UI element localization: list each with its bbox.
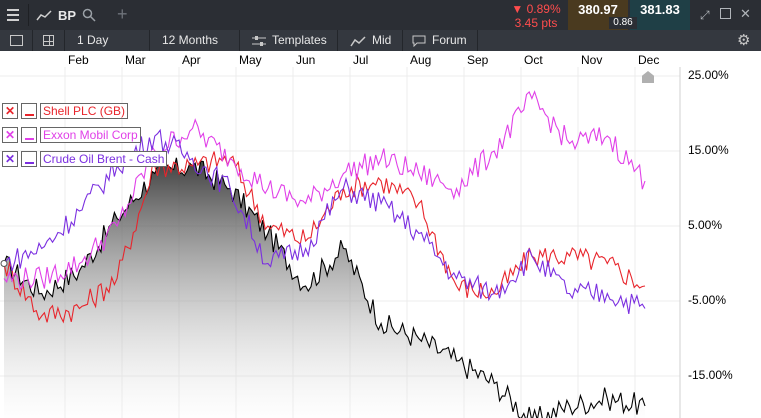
toolbar-divider (337, 30, 338, 51)
month-label: Feb (68, 53, 89, 67)
ask-price: 381.83 (640, 2, 680, 17)
series-line[interactable] (3, 90, 646, 291)
settings-gear-icon[interactable]: ⚙ (737, 32, 751, 49)
top-separator (28, 4, 29, 26)
month-label: Jul (353, 53, 369, 67)
chart-tab[interactable]: BP (36, 0, 96, 30)
spread-value: 0.86 (609, 17, 637, 29)
chart-scroll-marker-icon[interactable] (642, 71, 654, 83)
ask-price-button[interactable]: 381.83 (630, 0, 690, 30)
series-area-fill (4, 157, 645, 418)
y-tick-label: -5.00% (688, 293, 727, 307)
month-label: Apr (182, 53, 201, 67)
series-line[interactable] (3, 128, 646, 314)
month-label: Dec (638, 53, 660, 67)
interval-label: 1 Day (77, 33, 109, 47)
month-label: Nov (581, 53, 603, 67)
toolbar-divider (402, 30, 403, 51)
chart-plot-area[interactable] (0, 51, 761, 418)
templates-label: Templates (272, 33, 327, 47)
toolbar-divider (32, 30, 33, 51)
series-color-swatch[interactable] (21, 151, 37, 167)
month-label: Jun (296, 53, 316, 67)
line-chart-icon (36, 10, 52, 21)
remove-series-icon[interactable]: ✕ (2, 103, 18, 119)
month-label: Oct (524, 53, 543, 67)
y-tick-label: -15.00% (688, 368, 733, 382)
templates-button[interactable]: Templates (252, 30, 327, 51)
forum-button[interactable]: Forum (412, 30, 467, 51)
y-tick-label: 15.00% (688, 143, 729, 157)
line-chart-icon (350, 35, 366, 46)
legend-item[interactable]: ✕ Exxon Mobil Corp (2, 127, 141, 143)
range-label: 12 Months (162, 33, 219, 47)
change-percent: ▼ 0.89% (511, 2, 561, 16)
sliders-icon (252, 35, 266, 46)
month-label: Mar (125, 53, 146, 67)
y-tick-label: 25.00% (688, 68, 729, 82)
remove-series-icon[interactable]: ✕ (2, 151, 18, 167)
chart-toolbar: 1 Day 12 Months Templates Mid Forum ⚙ (0, 30, 761, 51)
expand-icon[interactable]: ⤢ (700, 8, 710, 22)
month-label: Sep (467, 53, 489, 67)
popout-icon[interactable] (720, 8, 731, 19)
panel-icon[interactable] (10, 35, 23, 46)
month-label: May (239, 53, 262, 67)
change-points: 3.45 pts (514, 16, 558, 30)
legend-item[interactable]: ✕ Shell PLC (GB) (2, 103, 129, 119)
month-label: Aug (410, 53, 432, 67)
price-change: ▼ 0.89% 3.45 pts (506, 0, 566, 30)
price-type-selector[interactable]: Mid (350, 30, 391, 51)
add-tab-icon[interactable]: + (117, 4, 128, 24)
series-color-swatch[interactable] (21, 127, 37, 143)
menu-icon[interactable] (7, 9, 19, 21)
toolbar-divider (64, 30, 65, 51)
swatch-line (24, 114, 34, 116)
bid-price-button[interactable]: 380.97 (568, 0, 628, 30)
toolbar-divider (149, 30, 150, 51)
swatch-line (24, 138, 34, 140)
price-type-label: Mid (372, 33, 392, 47)
legend-label: Shell PLC (GB) (40, 103, 129, 119)
toolbar-divider (239, 30, 240, 51)
close-icon[interactable]: ✕ (740, 6, 751, 21)
legend-item[interactable]: ✕ Crude Oil Brent - Cash (2, 151, 168, 167)
top-bar: BP + ▼ 0.89% 3.45 pts 380.97 381.83 0.86… (0, 0, 761, 30)
y-tick-label: 5.00% (688, 218, 723, 232)
toolbar-divider (477, 30, 478, 51)
forum-label: Forum (432, 33, 467, 47)
remove-series-icon[interactable]: ✕ (2, 127, 18, 143)
swatch-line (24, 162, 34, 164)
symbol-label: BP (58, 7, 77, 23)
bid-price: 380.97 (578, 2, 618, 17)
range-selector[interactable]: 12 Months (162, 30, 218, 51)
search-icon[interactable] (82, 8, 96, 22)
series-color-swatch[interactable] (21, 103, 37, 119)
legend-label: Crude Oil Brent - Cash (40, 151, 168, 167)
comparison-chart[interactable]: Feb Mar Apr May Jun Jul Aug Sep Oct Nov Dec 25.00%… (0, 51, 761, 418)
interval-selector[interactable]: 1 Day (77, 30, 108, 51)
legend-label: Exxon Mobil Corp (40, 127, 141, 143)
series-line[interactable] (3, 151, 646, 324)
layout-grid-icon[interactable] (43, 35, 54, 46)
chat-bubble-icon (412, 35, 426, 47)
start-point-marker (0, 260, 8, 267)
